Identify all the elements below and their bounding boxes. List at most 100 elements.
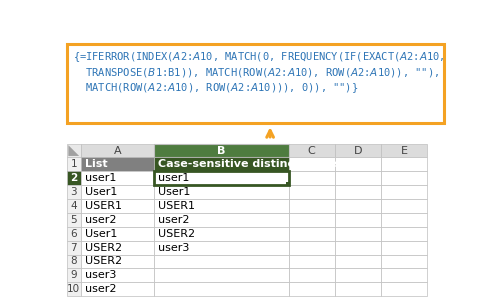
Text: E: E: [400, 145, 407, 156]
Text: user2: user2: [84, 215, 116, 225]
Bar: [67, 213, 80, 227]
Bar: [288, 282, 335, 296]
Bar: [154, 227, 288, 241]
Bar: [381, 185, 427, 199]
Text: USER2: USER2: [84, 257, 122, 267]
Bar: [80, 144, 154, 157]
Text: User1: User1: [84, 187, 117, 197]
Bar: [381, 227, 427, 241]
Bar: [288, 199, 335, 213]
Text: user3: user3: [158, 242, 189, 253]
Bar: [154, 199, 288, 213]
Text: 2: 2: [70, 173, 78, 183]
Bar: [288, 171, 335, 185]
FancyBboxPatch shape: [67, 44, 444, 123]
Text: USER2: USER2: [158, 229, 195, 239]
Text: TRANSPOSE($B$1:B1)), MATCH(ROW($A$2:$A$10), ROW($A$2:$A$10)), ""),: TRANSPOSE($B$1:B1)), MATCH(ROW($A$2:$A$1…: [73, 66, 439, 79]
Text: user1: user1: [84, 173, 116, 183]
Bar: [154, 213, 288, 227]
Text: D: D: [354, 145, 362, 156]
Bar: [154, 157, 288, 171]
Bar: [381, 268, 427, 282]
Text: B: B: [217, 145, 226, 156]
Bar: [335, 157, 381, 171]
Text: 10: 10: [67, 284, 80, 294]
Bar: [288, 213, 335, 227]
Bar: [286, 182, 290, 186]
Bar: [80, 241, 154, 254]
Bar: [154, 241, 288, 254]
Text: user2: user2: [84, 284, 116, 294]
Bar: [154, 144, 288, 157]
Text: user3: user3: [84, 270, 116, 280]
Bar: [288, 185, 335, 199]
Bar: [154, 185, 288, 199]
Bar: [67, 241, 80, 254]
Bar: [335, 144, 381, 157]
Text: USER2: USER2: [84, 242, 122, 253]
Bar: [80, 157, 154, 171]
Bar: [288, 241, 335, 254]
Text: Case-sensitive distinct values: Case-sensitive distinct values: [158, 160, 344, 169]
Bar: [67, 227, 80, 241]
Text: A: A: [114, 145, 121, 156]
Text: {=IFERROR(INDEX($A$2:$A$10, MATCH(0, FREQUENCY(IF(EXACT($A$2:$A$10,: {=IFERROR(INDEX($A$2:$A$10, MATCH(0, FRE…: [73, 51, 444, 64]
Bar: [335, 199, 381, 213]
Bar: [67, 157, 80, 171]
Text: user1: user1: [158, 173, 189, 183]
Text: 8: 8: [70, 257, 77, 267]
Text: 5: 5: [70, 215, 77, 225]
Bar: [381, 199, 427, 213]
Bar: [288, 157, 335, 171]
Bar: [335, 241, 381, 254]
Bar: [335, 171, 381, 185]
Bar: [154, 268, 288, 282]
Bar: [381, 213, 427, 227]
Text: 4: 4: [70, 201, 77, 211]
Bar: [80, 282, 154, 296]
Bar: [154, 171, 288, 185]
Text: user2: user2: [158, 215, 189, 225]
Bar: [154, 282, 288, 296]
Bar: [288, 268, 335, 282]
Bar: [335, 268, 381, 282]
Bar: [381, 144, 427, 157]
Bar: [67, 185, 80, 199]
Bar: [80, 185, 154, 199]
Bar: [67, 254, 80, 268]
Bar: [67, 282, 80, 296]
Bar: [67, 171, 80, 185]
Bar: [80, 227, 154, 241]
Bar: [80, 268, 154, 282]
Bar: [80, 171, 154, 185]
Text: List: List: [84, 160, 107, 169]
Text: 9: 9: [70, 270, 77, 280]
Text: User1: User1: [84, 229, 117, 239]
Text: 6: 6: [70, 229, 77, 239]
Text: User1: User1: [158, 187, 190, 197]
Bar: [67, 144, 80, 157]
Bar: [381, 254, 427, 268]
Text: USER1: USER1: [84, 201, 122, 211]
Bar: [381, 282, 427, 296]
Text: MATCH(ROW($A$2:$A$10), ROW($A$2:$A$10))), 0)), "")}: MATCH(ROW($A$2:$A$10), ROW($A$2:$A$10)))…: [73, 81, 358, 95]
Bar: [335, 213, 381, 227]
Bar: [381, 157, 427, 171]
Bar: [288, 254, 335, 268]
Bar: [80, 199, 154, 213]
Bar: [335, 282, 381, 296]
Bar: [335, 185, 381, 199]
Text: 3: 3: [70, 187, 77, 197]
Bar: [335, 227, 381, 241]
Bar: [335, 254, 381, 268]
Text: 1: 1: [70, 160, 77, 169]
Bar: [288, 144, 335, 157]
Bar: [381, 241, 427, 254]
Text: USER1: USER1: [158, 201, 194, 211]
Bar: [80, 213, 154, 227]
Bar: [288, 227, 335, 241]
Polygon shape: [68, 145, 79, 156]
Text: 7: 7: [70, 242, 77, 253]
Bar: [154, 171, 288, 185]
Bar: [67, 199, 80, 213]
